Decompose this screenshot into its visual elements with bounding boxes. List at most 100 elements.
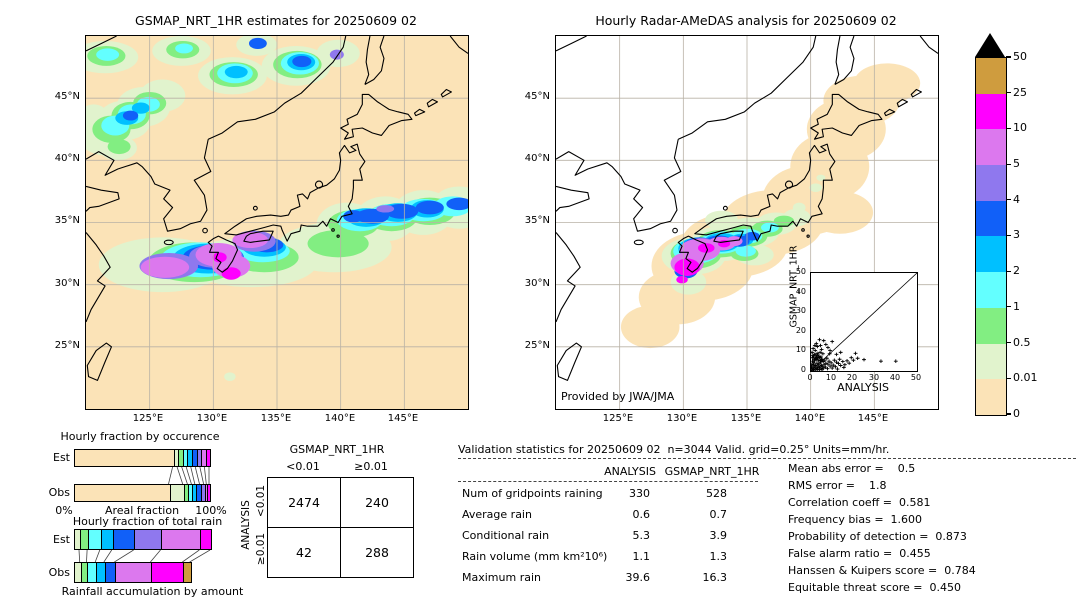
validation-value: 330 — [629, 487, 650, 500]
x-tick-label: 125°E — [602, 413, 634, 424]
validation-value: 528 — [706, 487, 727, 500]
total-rain-connector — [78, 550, 211, 562]
colorbar-tick-mark — [1006, 163, 1011, 165]
colorbar-label: 10 — [1013, 121, 1027, 134]
bar-segment — [192, 485, 196, 501]
colorbar-label: 3 — [1013, 228, 1020, 241]
total-rain-obs-label: Obs — [48, 566, 70, 579]
colorbar-segment — [976, 272, 1006, 308]
bar-segment — [187, 450, 192, 466]
colorbar-label: 2 — [1013, 264, 1020, 277]
occurrence-connector — [168, 467, 210, 484]
y-tick-label: 30°N — [54, 278, 80, 289]
bar-segment — [80, 530, 88, 549]
metric-line: RMS error = 1.8 — [788, 479, 887, 492]
metric-line: Frequency bias = 1.600 — [788, 513, 923, 526]
colorbar-label: 0.01 — [1013, 371, 1038, 384]
metric-line: Equitable threat score = 0.450 — [788, 581, 961, 594]
bar-segment — [88, 530, 101, 549]
x-tick-label: 140°E — [794, 413, 826, 424]
colorbar-segment — [976, 200, 1006, 237]
contingency-col-group: GSMAP_NRT_1HR — [289, 443, 385, 456]
identity-line — [811, 273, 917, 371]
bar-segment — [195, 485, 201, 501]
validation-row-label: Maximum rain — [462, 571, 541, 584]
y-tick-label: 40°N — [54, 153, 80, 164]
total-rain-est-label: Est — [53, 533, 70, 546]
contingency-cell: 42 — [267, 527, 341, 578]
colorbar-tick-mark — [1006, 270, 1011, 272]
colorbar-segment — [976, 129, 1006, 166]
colorbar-label: 1 — [1013, 300, 1020, 313]
contingency-row-label: ≥0.01 — [255, 532, 267, 566]
left-map-plot — [86, 36, 468, 409]
rain-level-10 — [212, 252, 241, 280]
inset-x-axis-label: ANALYSIS — [837, 381, 889, 394]
colorbar-segment — [976, 93, 1006, 130]
inset-x-tick: 10 — [825, 373, 837, 382]
colorbar-tick-mark — [1006, 377, 1011, 379]
bar-segment — [96, 563, 105, 582]
bar-segment — [87, 563, 97, 582]
validation-title: Validation statistics for 20250609 02 n=… — [458, 443, 890, 456]
occurrence-axis-left: 0% — [55, 504, 73, 517]
x-tick-label: 130°E — [666, 413, 698, 424]
colorbar-segment — [976, 236, 1006, 273]
colorbar-tick-mark — [1006, 92, 1011, 94]
bar-segment — [75, 450, 174, 466]
validation-col-header: ANALYSIS — [604, 465, 656, 478]
bar-segment — [196, 450, 202, 466]
bar-segment — [183, 563, 191, 582]
metric-line: Probability of detection = 0.873 — [788, 530, 967, 543]
validation-value: 39.6 — [625, 571, 651, 584]
colorbar-tick-mark — [1006, 127, 1011, 129]
inset-y-tick: 30 — [795, 306, 806, 315]
colorbar-tick-mark — [1006, 56, 1011, 58]
divider — [458, 481, 758, 482]
colorbar-label: 0 — [1013, 407, 1020, 420]
metric-line: Mean abs error = 0.5 — [788, 462, 916, 475]
left-map-title: GSMAP_NRT_1HR estimates for 20250609 02 — [135, 13, 417, 28]
bar-segment — [178, 450, 183, 466]
y-tick-label: 25°N — [524, 340, 550, 351]
contingency-col-label: <0.01 — [286, 460, 320, 473]
inset-y-tick: 20 — [795, 326, 806, 335]
occurrence-axis-right: 100% — [195, 504, 227, 517]
total-rain-caption: Rainfall accumulation by amount — [61, 585, 244, 598]
colorbar-label: 50 — [1013, 50, 1027, 63]
contingency-row-group: ANALYSIS — [240, 500, 252, 550]
occurrence-title: Hourly fraction by occurence — [60, 430, 220, 443]
bar-segment — [75, 485, 170, 501]
bar-segment — [183, 485, 189, 501]
left-map — [85, 35, 469, 410]
y-tick-label: 30°N — [524, 278, 550, 289]
colorbar-over-arrow-icon — [975, 33, 1005, 57]
validation-value: 0.6 — [632, 508, 651, 521]
inset-x-tick: 20 — [846, 373, 858, 382]
y-tick-label: 40°N — [524, 153, 550, 164]
inset-x-tick: 50 — [910, 373, 922, 382]
bar-segment — [115, 563, 152, 582]
colorbar-ticks — [1006, 56, 1011, 415]
x-tick-label: 130°E — [196, 413, 228, 424]
validation-row-label: Rain volume (mm km²10⁶) — [462, 550, 608, 563]
validation-value: 0.7 — [709, 508, 728, 521]
bar-segment — [204, 485, 208, 501]
metric-line: Hanssen & Kuipers score = 0.784 — [788, 564, 976, 577]
bar-segment — [134, 530, 162, 549]
inset-y-tick: 10 — [795, 345, 806, 354]
y-tick-label: 45°N — [54, 91, 80, 102]
colorbar-segment — [976, 165, 1006, 201]
scatter-points — [811, 338, 898, 371]
validation-col-header: GSMAP_NRT_1HR — [664, 465, 760, 478]
colorbar-segment — [976, 379, 1006, 415]
colorbar-label: 4 — [1013, 193, 1020, 206]
contingency-row-label: <0.01 — [255, 484, 267, 518]
validation-value: 5.3 — [632, 529, 651, 542]
contingency-col-label: ≥0.01 — [354, 460, 388, 473]
bar-segment — [100, 530, 113, 549]
bar-segment — [169, 485, 184, 501]
y-tick-label: 35°N — [524, 215, 550, 226]
validation-value: 3.9 — [709, 529, 728, 542]
